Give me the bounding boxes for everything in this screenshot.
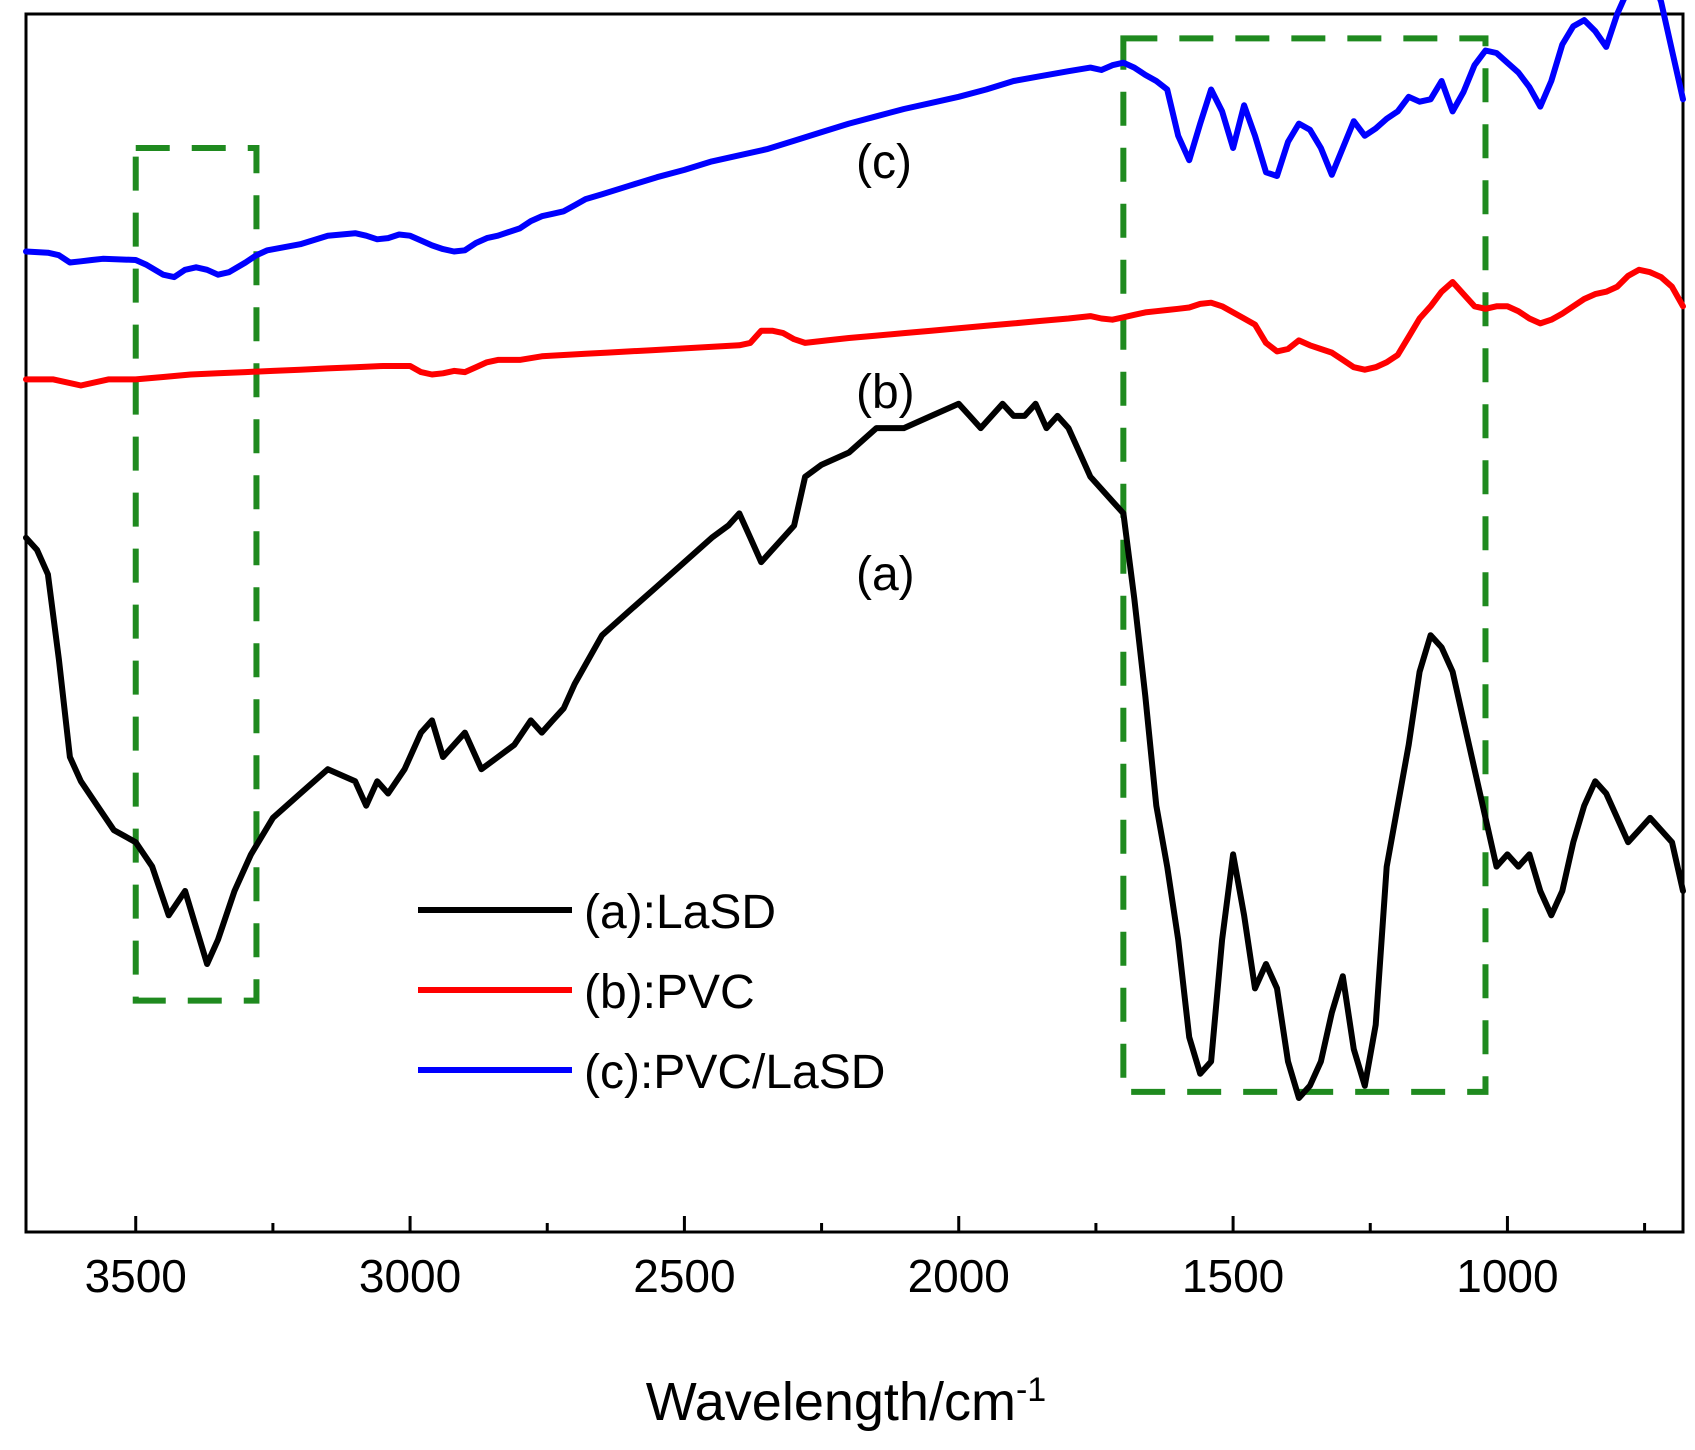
x-tick-label: 3000 [359,1250,461,1302]
dashed-box-1 [132,144,260,1004]
x-axis-title-main: Wavelength/cm [646,1372,1016,1432]
x-tick-label: 2000 [908,1250,1010,1302]
series-layer [23,0,1686,1101]
curve-label-b: (b) [856,366,915,419]
x-tick-label: 1000 [1456,1250,1558,1302]
legend: (a):LaSD (b):PVC (c):PVC/LaSD [418,886,885,1099]
x-axis-title-sup: -1 [1016,1371,1046,1409]
plot-frame [24,12,1685,1234]
curve-label-c: (c) [856,136,912,189]
series-line-a [23,400,1686,1101]
legend-label-c: (c):PVC/LaSD [584,1046,885,1099]
x-tick-label: 2500 [633,1250,735,1302]
series-line-b [23,266,1686,389]
annotation-boxes [132,35,1489,1095]
legend-label-a: (a):LaSD [584,886,776,939]
curve-label-a: (a) [856,548,915,601]
series-line-c [23,0,1686,281]
x-tick-label: 3500 [85,1250,187,1302]
x-axis-title: Wavelength/cm-1 [646,1371,1046,1432]
x-tick-label: 1500 [1182,1250,1284,1302]
legend-label-b: (b):PVC [584,966,755,1019]
x-axis-ticks: 3500 3000 2500 2000 1500 1000 [85,1216,1647,1302]
